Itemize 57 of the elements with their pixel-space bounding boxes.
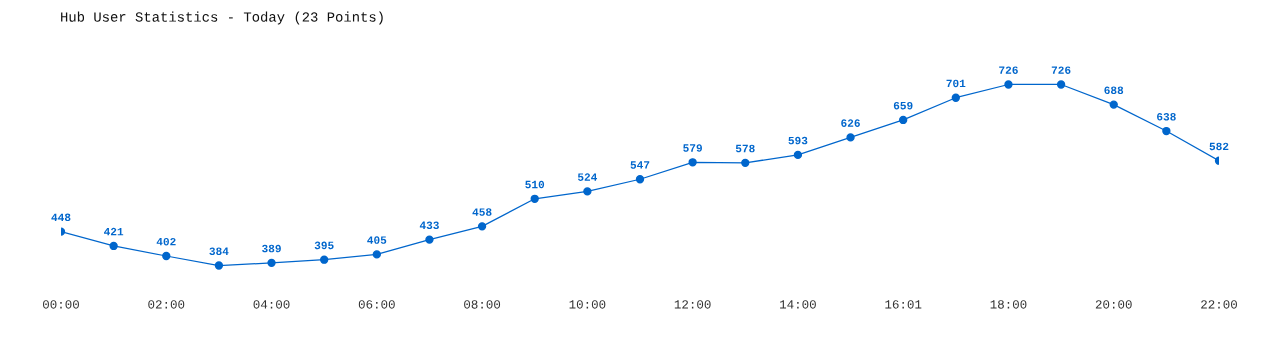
data-label: 448 [51, 213, 71, 222]
x-tick-label: 16:01 [885, 300, 922, 309]
point [793, 150, 803, 160]
x-tick-label: 02:00 [148, 300, 185, 309]
data-label: 659 [893, 101, 913, 110]
data-label: 579 [683, 144, 702, 152]
x-tick-label: 00:00 [43, 300, 79, 309]
data-label: 433 [419, 221, 439, 230]
data-label: 701 [946, 79, 966, 88]
data-label: 726 [999, 66, 1018, 74]
point [320, 255, 329, 264]
point [1004, 80, 1013, 89]
data-label: 458 [472, 208, 492, 216]
point [214, 261, 224, 270]
x-tick-label: 20:00 [1095, 300, 1132, 309]
x-tick-label: 18:00 [990, 300, 1027, 309]
point [162, 251, 171, 261]
x-tick-label: 14:00 [780, 300, 816, 309]
x-tick-label: 04:00 [253, 300, 290, 309]
data-label: 593 [788, 136, 808, 145]
point [635, 175, 645, 184]
data-label: 582 [1209, 142, 1229, 151]
data-label: 405 [367, 236, 387, 244]
point [1056, 80, 1066, 89]
point [267, 258, 276, 268]
data-label: 384 [209, 247, 229, 255]
point [530, 194, 539, 203]
point [583, 187, 592, 196]
chart-title: Hub User Statistics - Today (23 Points) [61, 11, 383, 25]
data-label: 395 [314, 241, 334, 250]
point [1162, 126, 1171, 136]
data-label: 421 [104, 227, 124, 236]
data-label: 626 [841, 119, 860, 127]
x-tick-label: 08:00 [464, 300, 501, 309]
point [951, 93, 960, 102]
point [109, 241, 118, 251]
data-label: 402 [156, 237, 176, 246]
data-label: 638 [1157, 112, 1176, 121]
data-label: 688 [1104, 86, 1124, 95]
point [899, 115, 908, 125]
x-tick-label: 06:00 [358, 300, 395, 309]
point [477, 222, 487, 231]
point [688, 158, 697, 167]
data-label: 726 [1051, 66, 1071, 74]
point [846, 133, 855, 142]
data-label: 510 [525, 180, 545, 189]
point [372, 250, 381, 259]
point [425, 235, 434, 244]
x-tick-label: 22:00 [1201, 300, 1237, 309]
point [741, 158, 750, 167]
data-label: 389 [262, 244, 281, 253]
x-tick-label: 12:00 [674, 300, 711, 309]
data-label: 578 [735, 144, 755, 153]
point [1109, 100, 1118, 109]
data-label: 547 [630, 161, 650, 169]
x-tick-label: 10:00 [569, 300, 606, 309]
data-label: 524 [577, 173, 598, 181]
